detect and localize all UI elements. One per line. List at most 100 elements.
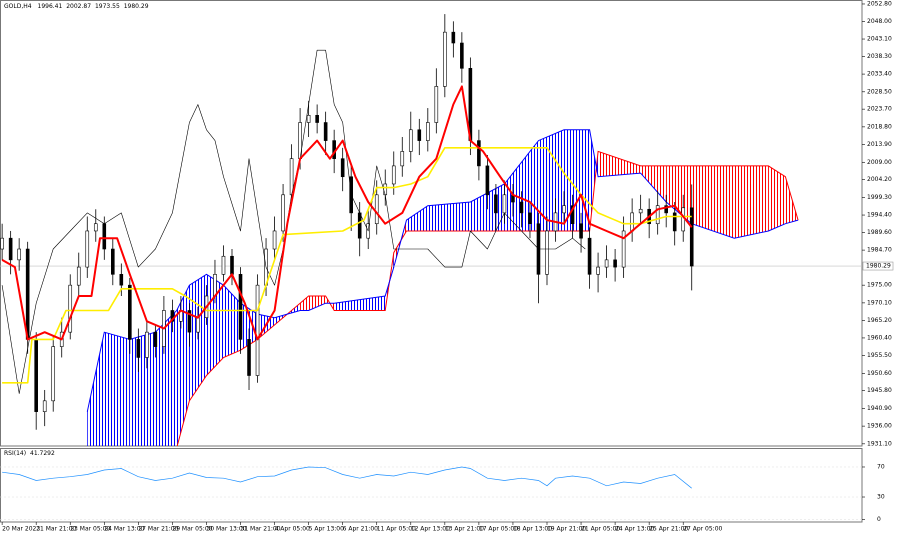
- cloud-segment: [734, 165, 769, 239]
- candle-body: [494, 194, 498, 214]
- cloud-segment: [87, 332, 105, 446]
- candle-body: [570, 205, 575, 225]
- cloud-segment: [691, 165, 735, 239]
- x-tick-label: 23 Mar 05:00: [70, 526, 110, 533]
- candle-body: [281, 194, 285, 232]
- y-tick-label: 2009.00: [867, 159, 892, 166]
- x-tick-label: 11 Apr 05:00: [377, 526, 416, 533]
- cloud-segment: [104, 332, 130, 446]
- candle-body: [426, 122, 430, 141]
- cloud-segment: [206, 274, 224, 376]
- cloud-segment: [223, 285, 241, 358]
- candle-body: [102, 223, 107, 250]
- candle-body: [51, 346, 56, 402]
- candle-body: [579, 223, 583, 239]
- candle-body: [596, 266, 600, 275]
- rsi-line: [2, 466, 692, 489]
- cloud-segment: [176, 285, 190, 446]
- candle-body: [357, 212, 362, 239]
- candle-body: [25, 248, 30, 340]
- x-tick-label: 5 Apr 13:00: [309, 526, 344, 533]
- x-tick-label: 12 Apr 13:00: [411, 526, 450, 533]
- candle-body: [655, 205, 660, 225]
- candle-body: [443, 31, 447, 87]
- x-tick-label: 31 Mar 21:00: [241, 526, 281, 533]
- x-tick-label: 29 Mar 05:00: [172, 526, 212, 533]
- y-tick-label: 1970.10: [867, 299, 892, 306]
- rsi-title: RSI(14) 41.7292: [4, 450, 55, 457]
- candle-body: [340, 158, 345, 178]
- x-tick-label: 21 Apr 05:00: [581, 526, 620, 533]
- cloud-segment: [640, 165, 667, 203]
- cloud-segment: [768, 165, 786, 231]
- candle-body: [323, 122, 328, 141]
- candle-body: [68, 284, 73, 333]
- candle-body: [272, 230, 277, 250]
- y-tick-label: 0: [877, 516, 881, 523]
- y-tick-label: 1945.80: [867, 387, 892, 394]
- cloud-segment: [300, 296, 309, 311]
- cloud-segment: [564, 129, 590, 231]
- x-tick-label: 21 Mar 21:00: [36, 526, 76, 533]
- candle-body: [374, 194, 379, 225]
- y-tick-label: 70: [877, 463, 885, 470]
- candle-body: [187, 310, 192, 333]
- cloud-segment: [598, 151, 641, 177]
- x-tick-label: 30 Mar 13:00: [206, 526, 246, 533]
- rsi-value: 41.7292: [30, 450, 55, 457]
- candle-body: [408, 129, 413, 152]
- y-tick-label: 2048.00: [867, 18, 892, 25]
- y-tick-label: 2023.70: [867, 106, 892, 113]
- price-tag: [862, 261, 894, 271]
- x-tick-label: 24 Mar 13:00: [104, 526, 144, 533]
- candle-body: [119, 274, 124, 286]
- y-tick-label: 2013.90: [867, 141, 892, 148]
- cloud-segment: [308, 296, 326, 311]
- high-value: 2002.87: [66, 3, 91, 10]
- y-tick-label: 1975.00: [867, 282, 892, 289]
- y-tick-label: 2028.50: [867, 88, 892, 95]
- candle-body: [170, 310, 175, 322]
- y-tick-label: 1940.90: [867, 405, 892, 412]
- candle-body: [136, 339, 141, 358]
- candle-body: [451, 31, 456, 44]
- candle-body: [545, 230, 549, 275]
- span-a-line: [86, 129, 799, 412]
- candle-body: [0, 237, 4, 250]
- candle-body: [613, 259, 617, 268]
- candle-body: [485, 165, 490, 196]
- y-tick-label: 2004.20: [867, 176, 892, 183]
- candle-body: [528, 212, 532, 225]
- candle-body: [460, 42, 464, 69]
- candle-body: [477, 140, 481, 167]
- y-tick-label: 1960.40: [867, 334, 892, 341]
- candle-body: [391, 165, 396, 185]
- candle-body: [664, 205, 668, 214]
- candle-body: [230, 255, 234, 275]
- cloud-segment: [155, 310, 177, 446]
- candle-body: [502, 194, 507, 214]
- candle-body: [111, 248, 115, 275]
- symbol: GOLD,H4: [4, 3, 32, 10]
- candle-body: [315, 114, 319, 123]
- x-tick-label: 4 Apr 05:00: [275, 526, 310, 533]
- cloud-segment: [129, 332, 156, 446]
- y-tick-label: 1950.60: [867, 370, 892, 377]
- candle-body: [42, 400, 47, 412]
- candle-body: [153, 331, 158, 347]
- x-tick-label: 19 Apr 21:00: [547, 526, 586, 533]
- x-tick-label: 24 Apr 13:00: [615, 526, 654, 533]
- candle-body: [93, 223, 98, 232]
- candle-body: [400, 151, 405, 167]
- x-tick-label: 20 Mar 2023: [2, 526, 40, 533]
- y-tick-label: 1931.10: [867, 440, 892, 447]
- cloud-segment: [406, 205, 428, 231]
- cloud-segment: [240, 303, 258, 351]
- y-tick-label: 1984.70: [867, 247, 892, 254]
- candle-body: [34, 339, 38, 412]
- y-tick-label: 2052.80: [867, 0, 892, 7]
- candle-body: [672, 212, 677, 232]
- candle-body: [255, 284, 260, 376]
- x-tick-label: 25 Apr 21:00: [649, 526, 688, 533]
